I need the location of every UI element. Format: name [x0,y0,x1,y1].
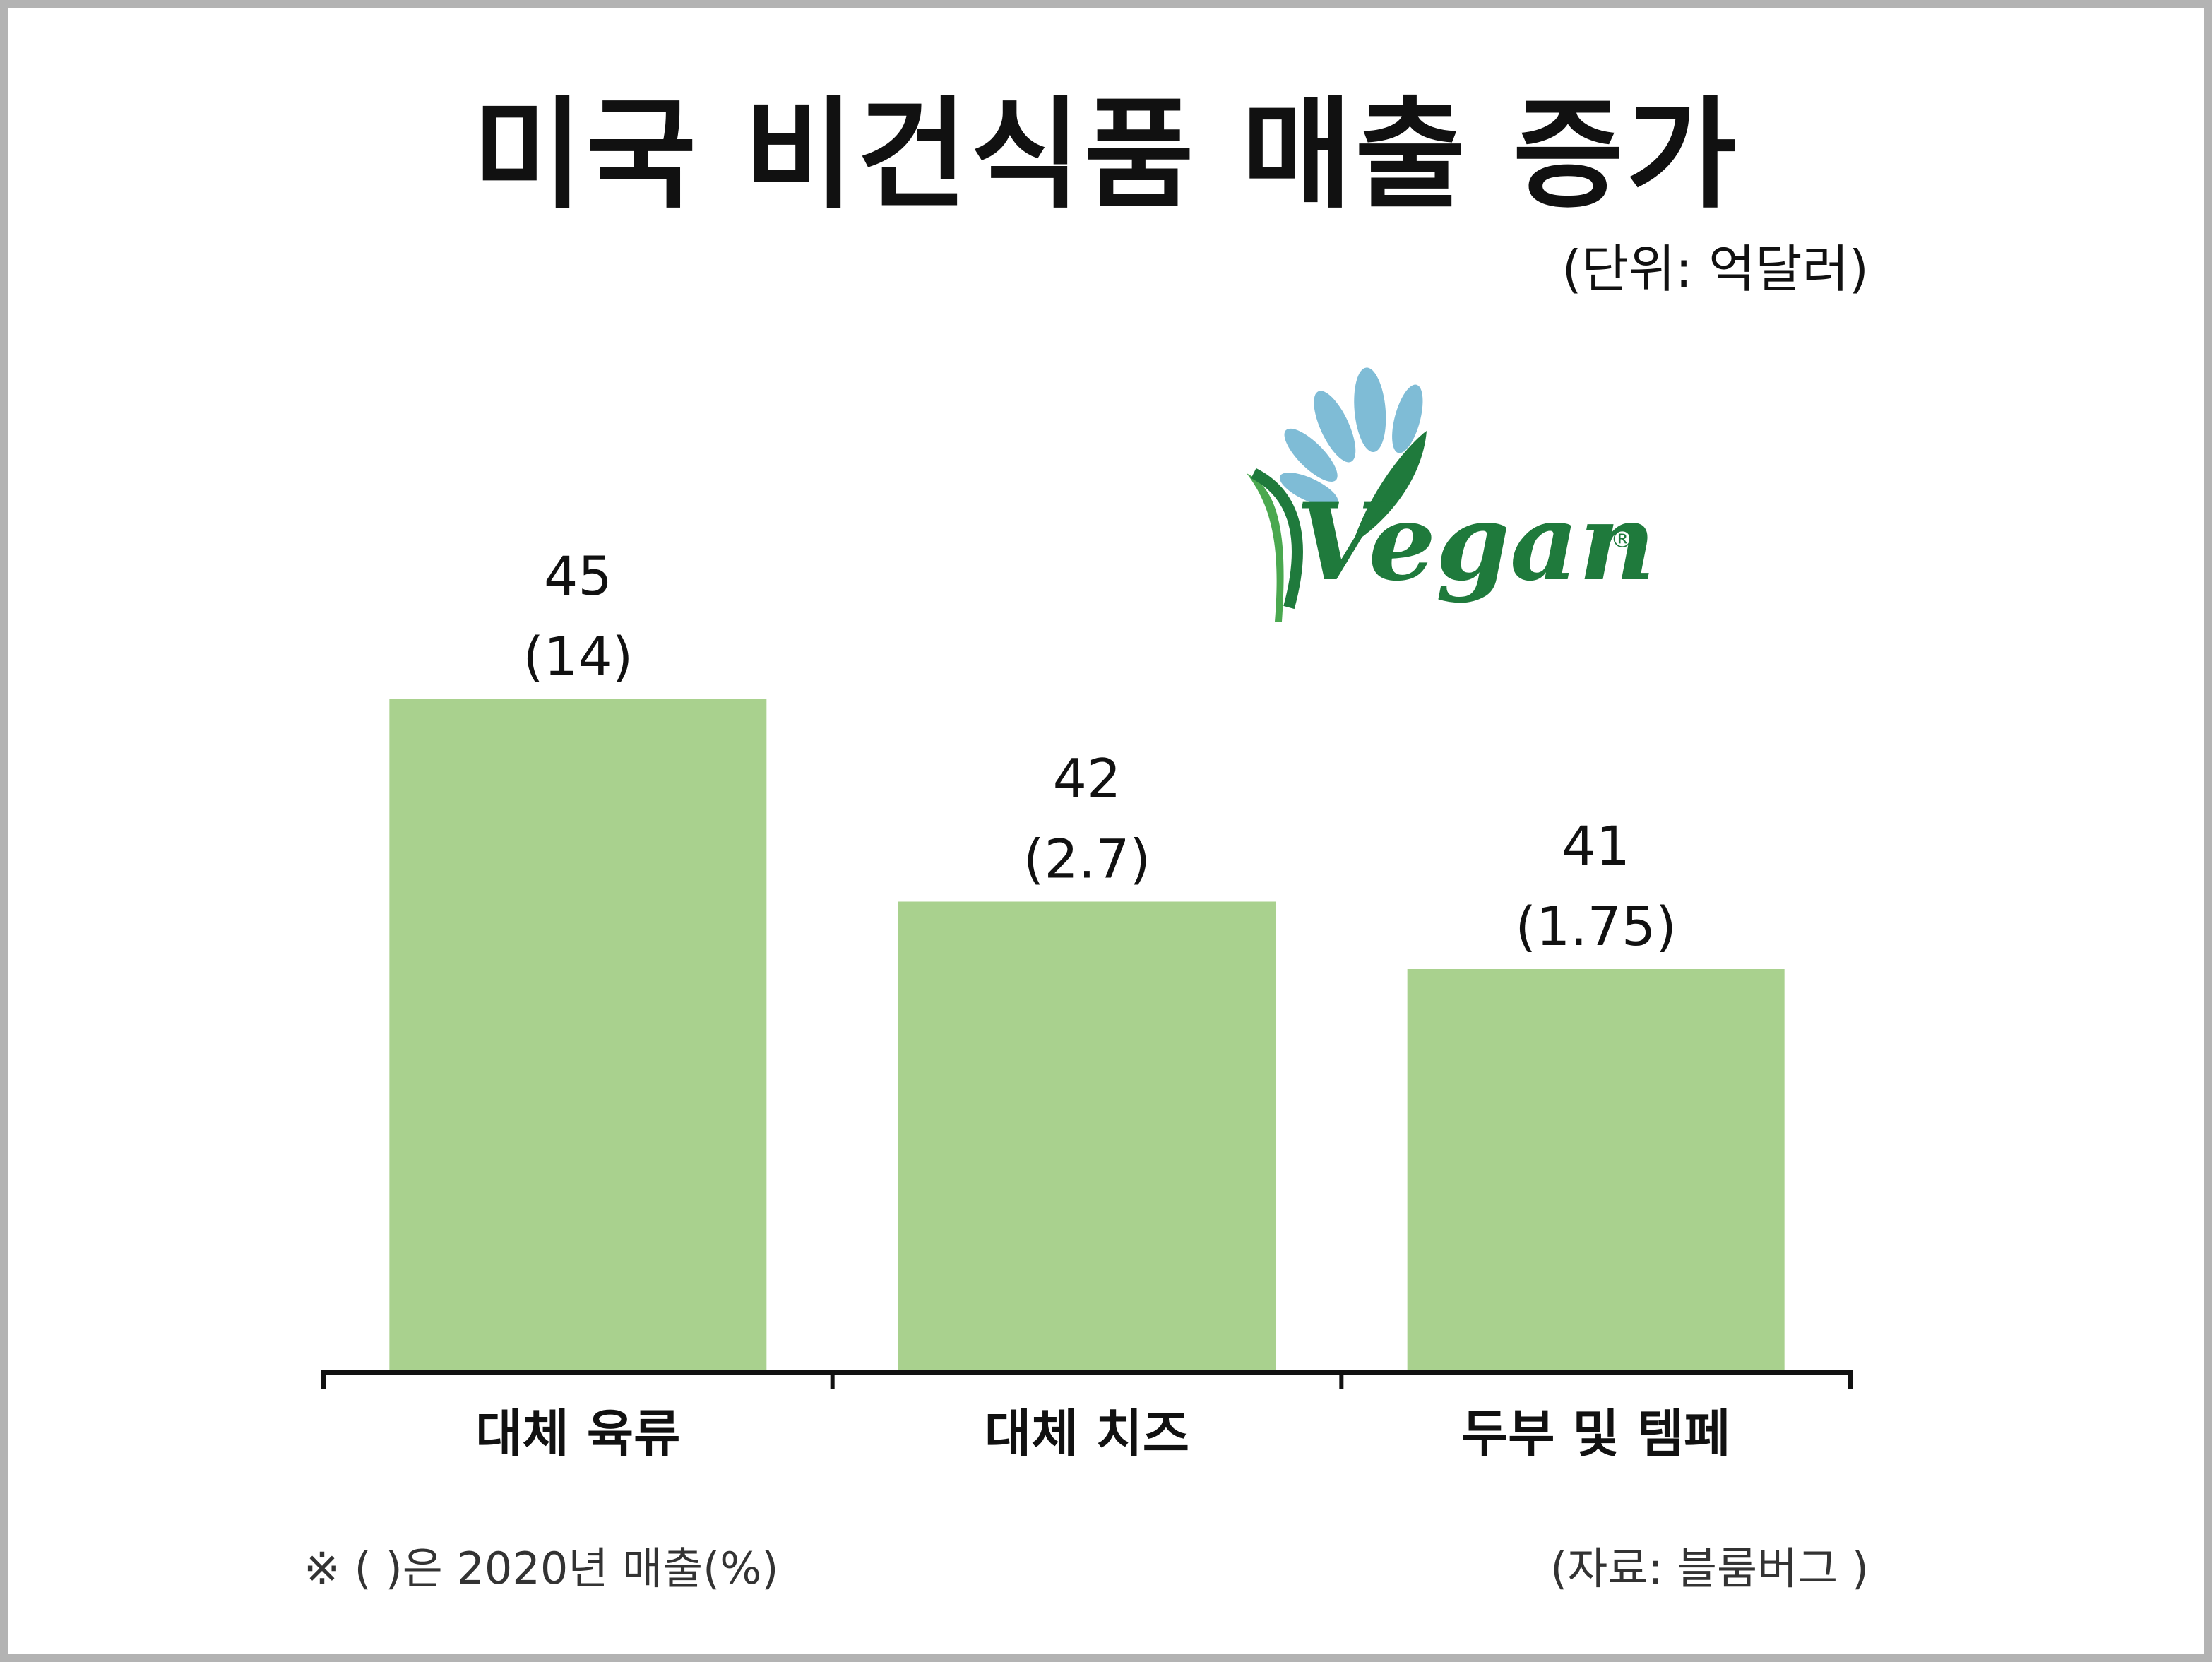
source-credit: (자료: 블룸버그 ) [1550,1543,1869,1594]
value-label-0: 45 [544,545,612,607]
footnote: ※ ( )은 2020년 매출(%) [304,1543,779,1594]
value-label-1: 42 [1053,747,1122,810]
bar-0 [389,699,767,1370]
logo-stem [1247,473,1284,622]
sub-label-2: (1.75) [1515,895,1677,958]
category-label-2: 두부 및 템페 [1461,1404,1730,1464]
logo-large-leaf [1352,431,1427,544]
unit-label: (단위: 억달러) [1562,239,1869,299]
value-label-2: 41 [1562,814,1630,877]
logo-registered-mark: ® [1610,526,1634,554]
logo-stem-dark [1251,468,1303,610]
vegan-leaf-logo: Vegan ® [1247,367,1655,622]
bar-1 [898,901,1276,1370]
category-label-1: 대체 치즈 [985,1404,1189,1464]
bar-2 [1407,969,1785,1370]
sub-label-0: (14) [523,625,633,688]
chart-title: 미국 비건식품 매출 증가 [472,85,1740,225]
logo-blue-petals [1279,367,1423,506]
sub-label-1: (2.7) [1023,828,1150,891]
category-label-0: 대체 육류 [475,1404,680,1464]
logo-text: Vegan [1296,480,1655,605]
